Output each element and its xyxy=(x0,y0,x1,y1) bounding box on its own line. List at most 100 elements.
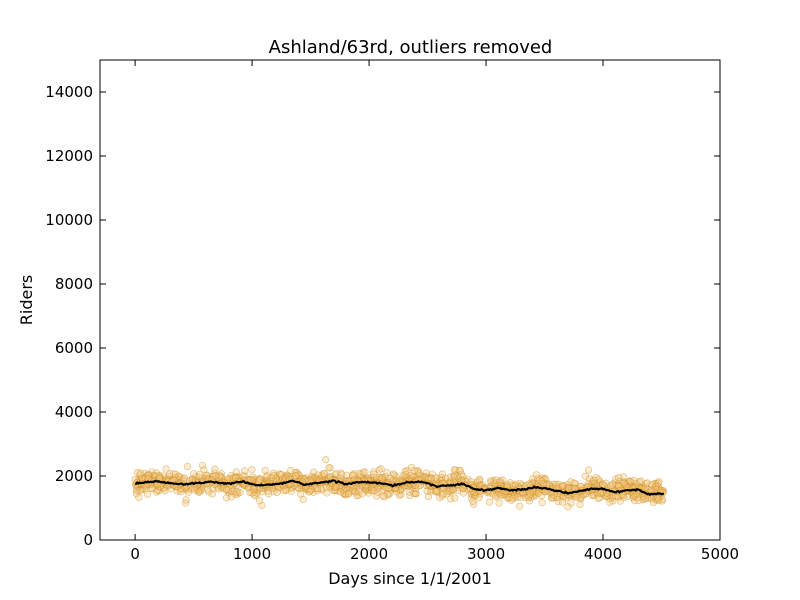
scatter-point xyxy=(208,490,216,498)
scatter-point xyxy=(255,476,263,484)
scatter-point xyxy=(135,493,143,501)
y-tick-label: 14000 xyxy=(45,83,93,101)
scatter-point xyxy=(451,494,459,502)
scatter-point xyxy=(422,469,430,477)
scatter-point xyxy=(647,495,656,503)
scatter-point xyxy=(370,470,378,478)
scatter-point xyxy=(378,473,387,482)
scatter-point xyxy=(538,498,546,507)
scatter-point xyxy=(450,466,458,474)
scatter-point xyxy=(496,478,504,486)
scatter-point xyxy=(250,491,258,499)
scatter-point xyxy=(606,498,614,506)
scatter-point xyxy=(332,469,340,477)
scatter-point xyxy=(248,466,256,474)
scatter-point xyxy=(558,498,567,506)
scatter-point xyxy=(191,486,199,494)
scatter-point xyxy=(590,476,598,485)
scatter-point xyxy=(526,490,535,498)
scatter-point xyxy=(558,482,567,490)
scatter-point xyxy=(232,474,240,482)
scatter-point xyxy=(223,475,232,484)
scatter-point xyxy=(359,468,367,477)
scatter-point xyxy=(432,487,441,495)
x-tick-label: 5000 xyxy=(701,545,739,563)
scatter-point xyxy=(486,477,495,485)
scatter-point xyxy=(273,488,281,496)
scatter-point xyxy=(136,469,145,477)
scatter-point xyxy=(198,461,207,470)
plot-area xyxy=(100,60,720,540)
scatter-point xyxy=(470,500,478,508)
scatter-point xyxy=(554,498,563,506)
scatter-point xyxy=(292,472,300,480)
scatter-point xyxy=(214,485,223,493)
scatter-point xyxy=(287,466,295,474)
scatter-point xyxy=(642,480,650,488)
scatter-point xyxy=(297,490,305,498)
scatter-point xyxy=(136,486,144,495)
scatter-point xyxy=(148,484,157,493)
x-tick-label: 0 xyxy=(130,545,140,563)
x-tick-label: 1000 xyxy=(233,545,271,563)
scatter-point xyxy=(374,488,382,496)
chart-title: Ashland/63rd, outliers removed xyxy=(269,37,553,58)
scatter-point xyxy=(383,468,391,477)
scatter-point xyxy=(576,500,584,509)
scatter-point xyxy=(492,476,500,484)
scatter-point xyxy=(514,493,522,501)
scatter-point xyxy=(211,465,219,473)
scatter-point xyxy=(634,493,642,501)
y-tick-label: 12000 xyxy=(45,147,93,165)
scatter-point xyxy=(204,485,212,493)
scatter-point xyxy=(314,471,322,479)
scatter-point xyxy=(236,489,244,497)
scatter-point xyxy=(450,473,458,481)
y-tick-label: 2000 xyxy=(55,467,93,485)
scatter-point xyxy=(132,489,141,498)
scatter-point xyxy=(270,472,278,480)
scatter-point xyxy=(451,471,459,479)
scatter-point xyxy=(412,489,420,498)
scatter-point xyxy=(268,474,276,482)
scatter-point xyxy=(161,487,169,495)
scatter-point xyxy=(190,470,198,478)
scatter-point xyxy=(473,478,481,486)
scatter-point xyxy=(415,469,423,478)
scatter-point xyxy=(469,497,477,505)
scatter-point xyxy=(183,462,192,471)
scatter-point xyxy=(609,480,617,488)
scatter-point xyxy=(255,497,264,505)
scatter-point xyxy=(573,493,581,501)
scatter-point xyxy=(475,494,483,502)
scatter-point xyxy=(370,487,378,495)
scatter-point xyxy=(281,486,289,494)
scatter-point xyxy=(541,475,549,483)
scatter-point xyxy=(603,492,611,500)
y-tick-label: 4000 xyxy=(55,403,93,421)
scatter-point xyxy=(379,492,387,500)
scatter-point xyxy=(648,480,656,489)
scatter-point xyxy=(402,470,410,478)
y-tick-label: 8000 xyxy=(55,275,93,293)
scatter-point xyxy=(639,492,647,501)
scatter-point xyxy=(195,488,203,496)
scatter-point xyxy=(256,475,264,483)
scatter-point xyxy=(564,503,572,511)
scatter-point xyxy=(516,502,524,510)
scatter-point xyxy=(532,471,540,479)
scatter-point xyxy=(227,493,235,501)
scatter-point xyxy=(377,465,385,473)
scatter-point xyxy=(565,484,573,492)
scatter-point xyxy=(345,490,353,498)
scatter-point xyxy=(320,469,328,478)
scatter-point xyxy=(599,480,607,488)
scatter-point xyxy=(581,472,589,480)
x-tick-label: 3000 xyxy=(467,545,505,563)
y-tick-label: 10000 xyxy=(45,211,93,229)
scatter-point xyxy=(143,490,152,498)
scatter-point xyxy=(476,475,484,483)
scatter-point xyxy=(456,466,464,475)
x-tick-label: 2000 xyxy=(350,545,388,563)
scatter-point xyxy=(211,472,219,480)
